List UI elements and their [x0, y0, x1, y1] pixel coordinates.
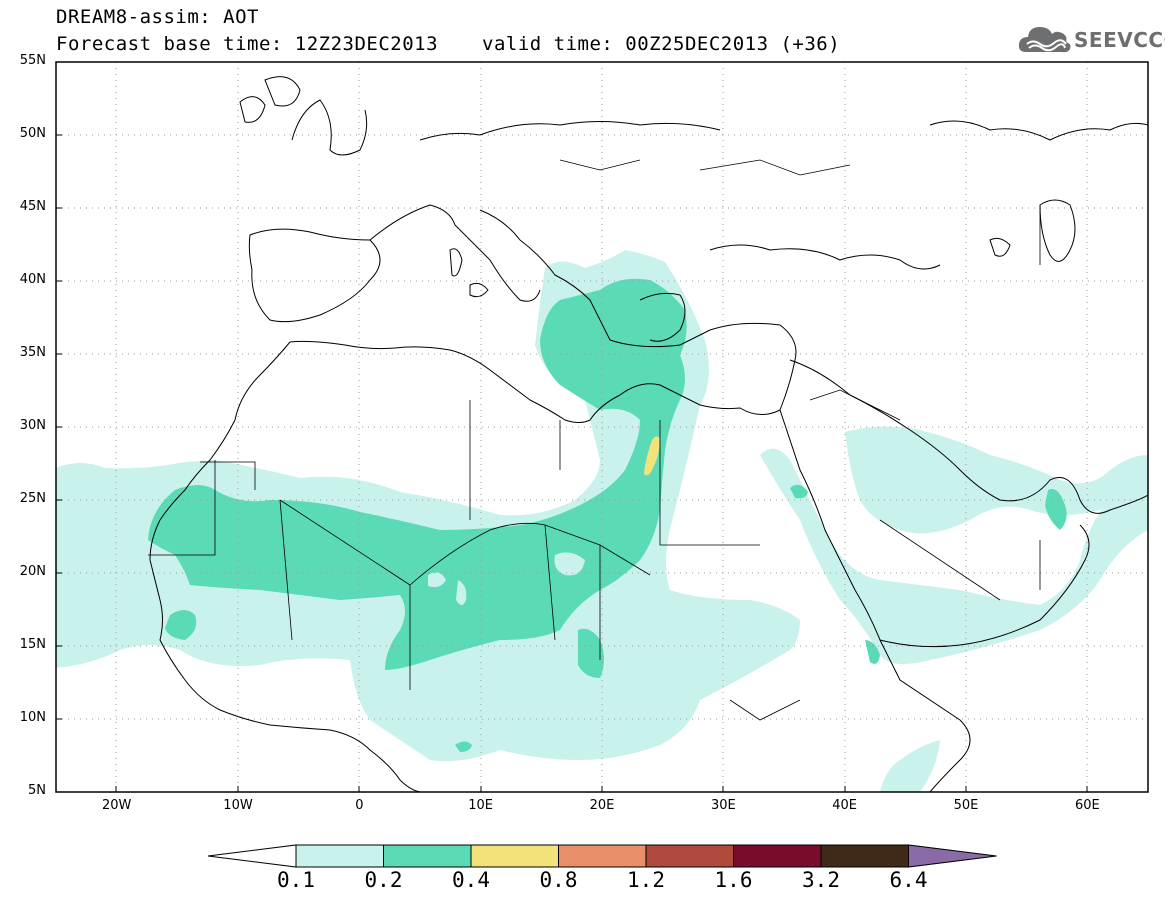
- seevccc-logo: SEEVCCC: [1018, 22, 1165, 56]
- aot-0.2-region-oman: [1045, 489, 1067, 530]
- colorbar-segment: [558, 844, 647, 868]
- forecast-base-time: Forecast base time: 12Z23DEC2013 valid ti…: [56, 33, 840, 55]
- lon-tick-label: 20E: [589, 798, 615, 813]
- aot-0.1-region-arabia: [760, 448, 1148, 664]
- colorbar-segment: [295, 844, 384, 868]
- lat-tick-label: 10N: [19, 710, 46, 725]
- aot-hole-3: [456, 580, 467, 605]
- aot-0.2-region-yemen: [865, 640, 880, 664]
- lat-tick-label: 50N: [19, 126, 46, 141]
- colorbar-tick-label: 0.8: [539, 868, 578, 892]
- aot-0.2-region-sahel: [148, 278, 687, 670]
- lat-tick-label: 30N: [19, 418, 46, 433]
- logo-text: SEEVCCC: [1074, 28, 1165, 52]
- lon-tick-label: 20W: [101, 798, 132, 813]
- aot-0.1-region-eastafrica: [880, 740, 940, 792]
- lon-tick-label: 30E: [710, 798, 736, 813]
- lat-tick-label: 45N: [19, 199, 46, 214]
- aot-0.4-region-libya: [644, 436, 660, 476]
- aot-0.1-region-gulf: [845, 426, 1148, 534]
- colorbar-tick-label: 6.4: [889, 868, 928, 892]
- colorbar-tick-label: 3.2: [802, 868, 840, 892]
- base-time-label: Forecast base time: 12Z23DEC2013: [56, 33, 439, 55]
- aot-0.2-region-redsea: [790, 484, 808, 499]
- colorbar-tick-label: 0.4: [452, 868, 490, 892]
- frame-ticks: [56, 134, 1088, 792]
- lat-tick-label: 25N: [19, 491, 46, 506]
- lat-tick-label: 15N: [19, 637, 46, 652]
- valid-time-label: valid time: 00Z25DEC2013 (+36): [482, 33, 841, 55]
- coastlines: [149, 76, 1148, 792]
- colorbar-segment: [383, 844, 472, 868]
- colorbar-tick-label: 1.2: [627, 868, 665, 892]
- lat-tick-label: 55N: [19, 53, 46, 68]
- lon-tick-label: 50E: [953, 798, 979, 813]
- colorbar-segment: [733, 844, 822, 868]
- lat-tick-label: 5N: [28, 783, 46, 798]
- aot-0.2-region-nigeria: [455, 741, 472, 752]
- colorbar-tick-label: 1.6: [714, 868, 753, 892]
- colorbar-lower-extension: [207, 844, 297, 868]
- map-title: DREAM8-assim: AOT: [56, 6, 259, 28]
- cloud-icon: [1018, 27, 1071, 53]
- aot-0.2-region-spot: [165, 610, 197, 640]
- colorbar-segment: [820, 844, 909, 868]
- colorbar-tick-label: 0.1: [277, 868, 315, 892]
- lon-tick-label: 10W: [223, 798, 253, 813]
- aot-contours: [56, 250, 1148, 792]
- lon-tick-label: 60E: [1074, 798, 1100, 813]
- colorbar-segment: [645, 844, 734, 868]
- colorbar-upper-extension: [908, 844, 997, 868]
- lat-tick-label: 35N: [19, 345, 46, 360]
- aot-hole-2: [428, 572, 446, 588]
- lat-tick-label: 40N: [19, 272, 46, 287]
- colorbar-segment: [470, 844, 559, 868]
- lon-tick-label: 10E: [468, 798, 494, 813]
- graticule: [56, 62, 1148, 792]
- lat-tick-label: 20N: [19, 564, 46, 579]
- aot-hole-1: [554, 552, 585, 576]
- lon-tick-label: 40E: [832, 798, 858, 813]
- aot-0.2-region-chad: [578, 628, 604, 678]
- lon-tick-label: 0: [355, 798, 364, 813]
- colorbar-tick-label: 0.2: [364, 868, 403, 892]
- borders: [148, 159, 1041, 721]
